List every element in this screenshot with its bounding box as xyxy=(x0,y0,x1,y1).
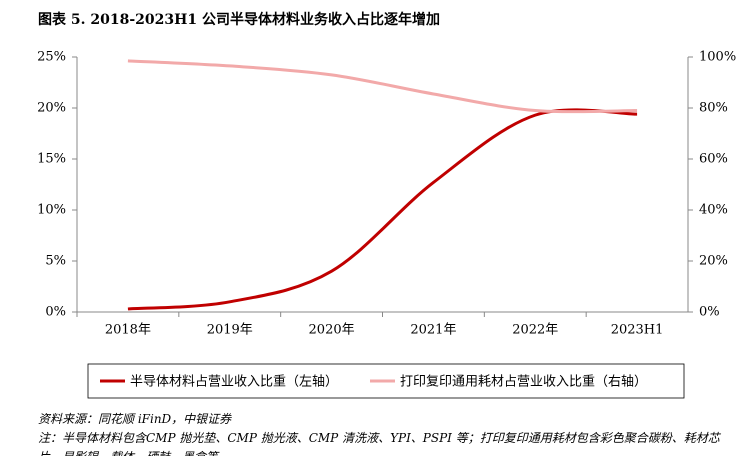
y-tick-label: 0% xyxy=(45,305,66,320)
series-line xyxy=(127,108,638,311)
x-tick-label: 2019年 xyxy=(207,323,253,338)
legend-label: 打印复印通用耗材占营业收入比重（右轴） xyxy=(400,374,647,390)
chart: 图表 5. 2018-2023H1 公司半导体材料业务收入占比逐年增加 0% 5%… xyxy=(37,11,736,399)
series-line xyxy=(127,59,638,114)
legend-label: 半导体材料占营业收入比重（左轴） xyxy=(130,374,338,390)
y2-tick-label: 40% xyxy=(699,203,728,218)
chart-title: 图表 5. 2018-2023H1 公司半导体材料业务收入占比逐年增加 xyxy=(38,11,440,28)
y-tick-label: 15% xyxy=(37,152,66,167)
y-tick-label: 5% xyxy=(45,254,66,269)
y-tick-label: 25% xyxy=(37,50,66,65)
y2-tick-label: 100% xyxy=(699,50,736,65)
x-tick-label: 2023H1 xyxy=(611,323,664,338)
legend-box xyxy=(87,363,685,399)
y-tick-label: 10% xyxy=(37,203,66,218)
note: 注：半导体材料包含CMP 抛光垫、CMP 抛光液、CMP 清洗液、YPI、PSP… xyxy=(38,431,720,456)
y2-tick-label: 20% xyxy=(699,254,728,269)
x-tick-label: 2020年 xyxy=(309,323,355,338)
x-tick-label: 2018年 xyxy=(105,323,151,338)
y2-tick-label: 60% xyxy=(699,152,728,167)
y-tick-label: 20% xyxy=(37,101,66,116)
x-tick-label: 2021年 xyxy=(410,323,456,338)
source: 资料来源：同花顺 iFinD，中银证券 xyxy=(38,412,232,426)
y2-tick-label: 0% xyxy=(699,305,720,320)
y2-tick-label: 80% xyxy=(699,101,728,116)
x-tick-label: 2022年 xyxy=(512,323,558,338)
